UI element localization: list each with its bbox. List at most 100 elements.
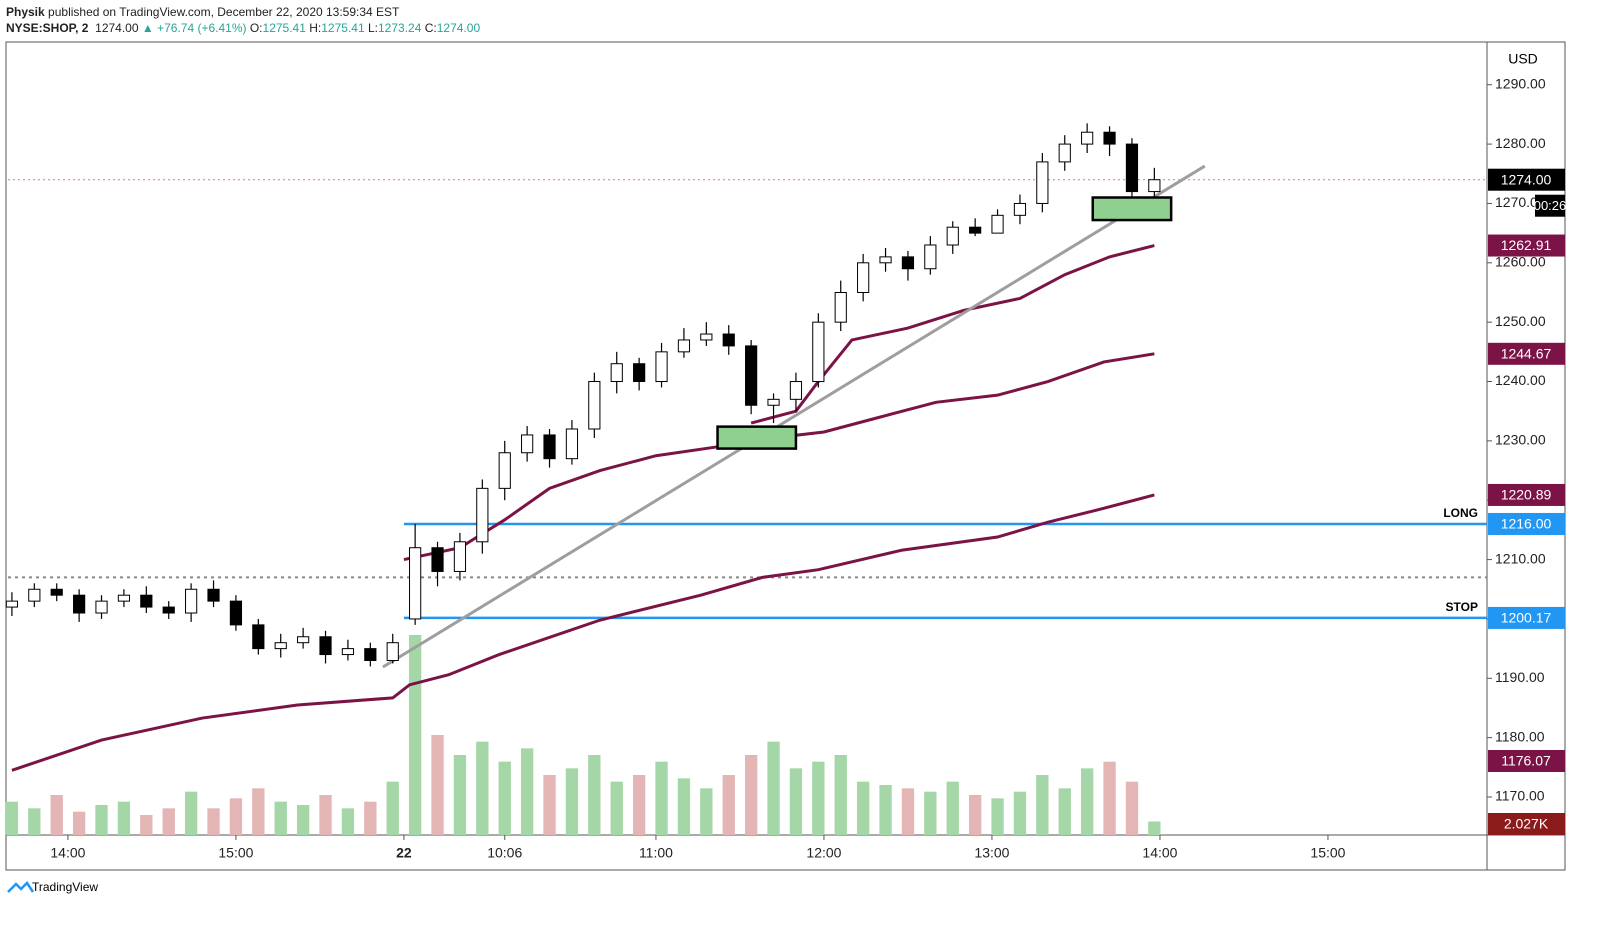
- candle-body: [431, 547, 444, 572]
- volume-bar: [789, 768, 803, 835]
- currency: USD: [1508, 51, 1538, 67]
- countdown-bg: [1535, 194, 1565, 217]
- volume-bar: [565, 768, 579, 835]
- volume-bar: [117, 801, 131, 835]
- footer: TradingView: [32, 880, 98, 894]
- trendline: [382, 164, 1206, 669]
- candle-body: [453, 541, 467, 572]
- moving-average: [11, 493, 1155, 772]
- x-tick-label: 14:00: [1142, 845, 1177, 861]
- volume-bar: [453, 755, 467, 835]
- candle-body: [789, 381, 803, 400]
- candle-body: [229, 600, 243, 626]
- volume-bar: [632, 775, 646, 835]
- countdown: 00:26: [1534, 198, 1567, 213]
- price-label-bg: [1488, 606, 1565, 629]
- volume-bar: [184, 791, 198, 835]
- volume-bar: [968, 795, 982, 835]
- candle-body: [185, 588, 198, 614]
- logo-icon: [7, 881, 35, 893]
- volume-bar: [431, 735, 444, 835]
- c: 1274.00: [436, 21, 481, 35]
- volume-bar: [588, 755, 601, 835]
- volume-bar: [207, 808, 220, 835]
- header-line: Physik published on TradingView.com, Dec…: [6, 4, 480, 20]
- candle-body: [297, 636, 310, 644]
- level-name: STOP: [1446, 600, 1478, 614]
- x-tick-label: 10:06: [487, 845, 522, 861]
- candle-body: [834, 291, 847, 323]
- symbol: NYSE:SHOP, 2: [6, 21, 89, 35]
- volume-bar: [1125, 781, 1139, 835]
- volume-bar: [834, 755, 847, 835]
- moving-average: [403, 352, 1155, 562]
- o-label: O:: [249, 21, 263, 35]
- y-tick-label: 1170.00: [1495, 788, 1545, 804]
- o: 1275.41: [262, 21, 306, 35]
- y-tick-label: 1250.00: [1495, 313, 1546, 329]
- price-label: 1176.07: [1501, 753, 1551, 769]
- candle-body: [722, 333, 735, 347]
- x-tick-label: 13:00: [974, 845, 1009, 861]
- candle-body: [476, 487, 489, 543]
- candle-body: [1058, 143, 1071, 163]
- volume-bar: [72, 811, 86, 835]
- y-tick-label: 1290.00: [1495, 75, 1546, 91]
- candle-body: [565, 428, 579, 460]
- candle-body: [409, 547, 422, 620]
- volume-bar: [610, 781, 623, 835]
- candle-body: [1036, 161, 1049, 204]
- volume-bar: [5, 801, 19, 835]
- volume-bar: [28, 808, 41, 835]
- x-tick-label: 15:00: [1310, 845, 1345, 861]
- volume-bar: [520, 748, 534, 835]
- candle-body: [879, 256, 892, 264]
- volume-bar: [991, 798, 1004, 835]
- candle-body: [341, 648, 355, 656]
- volume-bar: [1013, 791, 1027, 835]
- price-label: 1274.00: [1501, 171, 1552, 187]
- candle-body: [5, 600, 19, 608]
- last: 1274.00: [95, 21, 139, 35]
- volume-bar: [95, 805, 108, 835]
- volume-bar: [744, 755, 758, 835]
- x-tick-label: 15:00: [218, 845, 253, 861]
- y-tick-label: 1260.00: [1495, 254, 1546, 270]
- volume-bar: [498, 761, 511, 835]
- price-label: 1220.89: [1501, 487, 1552, 503]
- y-tick-label: 1280.00: [1495, 135, 1546, 151]
- candle-body: [117, 594, 131, 602]
- candle-body: [924, 244, 937, 270]
- candle-body: [969, 226, 982, 234]
- candle-body: [1125, 143, 1139, 193]
- candle-body: [50, 588, 63, 596]
- volume-bar: [476, 741, 489, 835]
- candle-body: [1148, 179, 1161, 193]
- volume-bar: [700, 788, 713, 835]
- x-tick-label: 14:00: [50, 845, 85, 861]
- y-tick-label: 1190.00: [1495, 669, 1545, 685]
- candle-body: [319, 636, 332, 656]
- candle-body: [946, 226, 959, 246]
- volume-bar: [924, 791, 937, 835]
- volume-label-bg: [1488, 813, 1565, 835]
- h-label: H:: [309, 21, 322, 35]
- candle-body: [543, 434, 556, 460]
- h: 1275.41: [321, 21, 365, 35]
- price-label: 1200.17: [1501, 610, 1552, 626]
- price-label: 1216.00: [1501, 516, 1552, 532]
- y-tick-label: 1210.00: [1495, 550, 1546, 566]
- candle-body: [1103, 131, 1116, 145]
- candle-body: [812, 321, 825, 383]
- y-tick-label: 1270.00: [1495, 194, 1546, 210]
- volume-bar: [812, 761, 825, 835]
- volume-bar: [655, 761, 668, 835]
- volume-bar: [1058, 788, 1071, 835]
- highlight-box: [716, 425, 798, 450]
- published: published on TradingView.com, December 2…: [48, 5, 400, 19]
- volume-bar: [856, 781, 870, 835]
- price-label-bg: [1488, 168, 1565, 191]
- x-tick-label: 22: [396, 845, 412, 861]
